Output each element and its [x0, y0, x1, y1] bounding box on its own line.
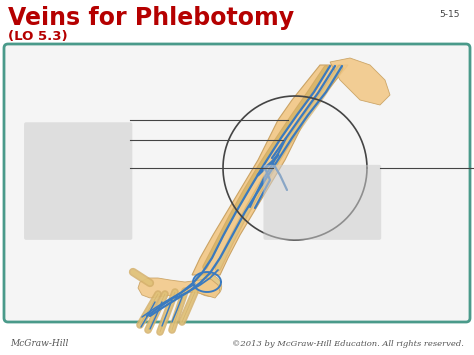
FancyBboxPatch shape	[4, 44, 470, 322]
FancyBboxPatch shape	[24, 122, 132, 240]
Text: McGraw-Hill: McGraw-Hill	[10, 339, 68, 348]
Text: 5-15: 5-15	[439, 10, 460, 19]
Polygon shape	[330, 58, 390, 105]
FancyBboxPatch shape	[264, 165, 381, 240]
Ellipse shape	[194, 274, 222, 296]
Text: Veins for Phlebotomy: Veins for Phlebotomy	[8, 6, 294, 30]
Polygon shape	[192, 65, 348, 275]
Polygon shape	[138, 278, 220, 298]
Text: (LO 5.3): (LO 5.3)	[8, 30, 68, 43]
Text: ©2013 by McGraw-Hill Education. All rights reserved.: ©2013 by McGraw-Hill Education. All righ…	[232, 340, 464, 348]
